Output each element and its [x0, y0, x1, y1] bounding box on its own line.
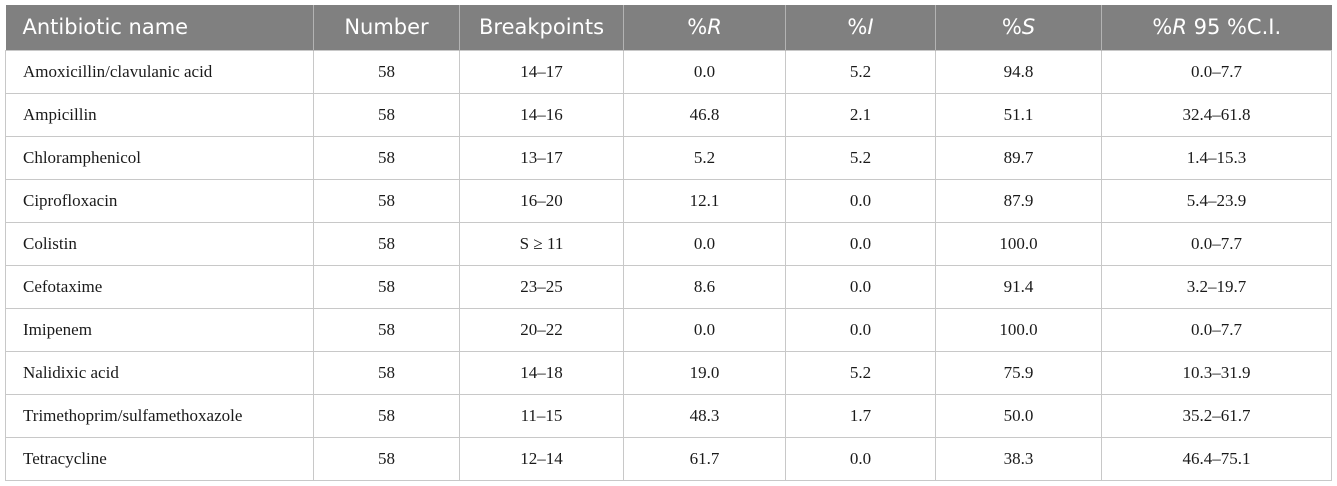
cell-percent-i: 0.0 [785, 436, 936, 481]
cell-antibiotic-name: Ampicillin [5, 92, 314, 137]
cell-percent-r-ci: 35.2–61.7 [1101, 393, 1332, 438]
cell-percent-i: 5.2 [785, 135, 936, 180]
column-header-percent-r-ci: %R 95 %C.I. [1101, 5, 1332, 50]
cell-breakpoints: 11–15 [459, 393, 624, 438]
cell-number: 58 [313, 350, 460, 395]
cell-percent-r-ci: 0.0–7.7 [1101, 49, 1332, 94]
cell-breakpoints: 20–22 [459, 307, 624, 352]
cell-percent-s: 100.0 [935, 307, 1102, 352]
cell-antibiotic-name: Cefotaxime [5, 264, 314, 309]
cell-breakpoints: S ≥ 11 [459, 221, 624, 266]
cell-percent-r-ci: 0.0–7.7 [1101, 307, 1332, 352]
cell-breakpoints: 12–14 [459, 436, 624, 481]
cell-breakpoints: 14–16 [459, 92, 624, 137]
cell-percent-r: 61.7 [623, 436, 786, 481]
cell-percent-i: 5.2 [785, 350, 936, 395]
cell-percent-r: 12.1 [623, 178, 786, 223]
cell-number: 58 [313, 436, 460, 481]
cell-percent-i: 0.0 [785, 178, 936, 223]
cell-percent-i: 1.7 [785, 393, 936, 438]
cell-percent-r: 48.3 [623, 393, 786, 438]
cell-antibiotic-name: Colistin [5, 221, 314, 266]
cell-percent-r-ci: 3.2–19.7 [1101, 264, 1332, 309]
cell-breakpoints: 23–25 [459, 264, 624, 309]
cell-antibiotic-name: Imipenem [5, 307, 314, 352]
cell-percent-i: 0.0 [785, 264, 936, 309]
table-row: Imipenem 58 20–22 0.0 0.0 100.0 0.0–7.7 [5, 307, 1332, 352]
table-row: Chloramphenicol 58 13–17 5.2 5.2 89.7 1.4–15.3 [5, 135, 1332, 180]
cell-number: 58 [313, 307, 460, 352]
cell-antibiotic-name: Ciprofloxacin [5, 178, 314, 223]
table-body: Amoxicillin/clavulanic acid 58 14–17 0.0 5.2… [5, 49, 1332, 481]
column-header-percent-i: %I [785, 5, 936, 50]
cell-percent-s: 38.3 [935, 436, 1102, 481]
antibiotic-resistance-table: Antibiotic name Number Breakpoints %R %I… [5, 5, 1332, 481]
cell-antibiotic-name: Nalidixic acid [5, 350, 314, 395]
cell-number: 58 [313, 92, 460, 137]
table-row: Nalidixic acid 58 14–18 19.0 5.2 75.9 10.3–31.… [5, 350, 1332, 395]
table-header: Antibiotic name Number Breakpoints %R %I… [5, 5, 1332, 50]
table-row: Ampicillin 58 14–16 46.8 2.1 51.1 32.4–61.8 [5, 92, 1332, 137]
cell-antibiotic-name: Amoxicillin/clavulanic acid [5, 49, 314, 94]
cell-antibiotic-name: Trimethoprim/sulfamethoxazole [5, 393, 314, 438]
cell-percent-i: 0.0 [785, 307, 936, 352]
cell-number: 58 [313, 49, 460, 94]
table-row: Colistin 58 S ≥ 11 0.0 0.0 100.0 0.0–7.7 [5, 221, 1332, 266]
cell-percent-i: 5.2 [785, 49, 936, 94]
cell-percent-r-ci: 5.4–23.9 [1101, 178, 1332, 223]
cell-percent-r-ci: 0.0–7.7 [1101, 221, 1332, 266]
cell-percent-s: 50.0 [935, 393, 1102, 438]
cell-number: 58 [313, 135, 460, 180]
column-header-percent-s: %S [935, 5, 1102, 50]
column-header-number: Number [313, 5, 460, 50]
cell-percent-r: 0.0 [623, 307, 786, 352]
cell-breakpoints: 13–17 [459, 135, 624, 180]
cell-percent-r: 0.0 [623, 49, 786, 94]
cell-percent-r-ci: 32.4–61.8 [1101, 92, 1332, 137]
cell-percent-i: 2.1 [785, 92, 936, 137]
cell-percent-s: 51.1 [935, 92, 1102, 137]
cell-percent-s: 91.4 [935, 264, 1102, 309]
table-row: Trimethoprim/sulfamethoxazole 58 11–15 48.3… [5, 393, 1332, 438]
cell-percent-r-ci: 46.4–75.1 [1101, 436, 1332, 481]
table-row: Cefotaxime 58 23–25 8.6 0.0 91.4 3.2–19.7 [5, 264, 1332, 309]
column-header-percent-r: %R [623, 5, 786, 50]
cell-percent-r: 5.2 [623, 135, 786, 180]
cell-percent-r: 0.0 [623, 221, 786, 266]
cell-breakpoints: 16–20 [459, 178, 624, 223]
cell-breakpoints: 14–17 [459, 49, 624, 94]
cell-percent-r: 8.6 [623, 264, 786, 309]
cell-percent-r-ci: 1.4–15.3 [1101, 135, 1332, 180]
cell-percent-r: 46.8 [623, 92, 786, 137]
table-row: Tetracycline 58 12–14 61.7 0.0 38.3 46.4–75.1 [5, 436, 1332, 481]
cell-number: 58 [313, 264, 460, 309]
cell-percent-s: 100.0 [935, 221, 1102, 266]
cell-percent-r-ci: 10.3–31.9 [1101, 350, 1332, 395]
cell-number: 58 [313, 178, 460, 223]
cell-percent-s: 75.9 [935, 350, 1102, 395]
table-row: Ciprofloxacin 58 16–20 12.1 0.0 87.9 5.4–23.9 [5, 178, 1332, 223]
cell-number: 58 [313, 393, 460, 438]
cell-antibiotic-name: Tetracycline [5, 436, 314, 481]
cell-antibiotic-name: Chloramphenicol [5, 135, 314, 180]
cell-percent-s: 94.8 [935, 49, 1102, 94]
cell-percent-s: 89.7 [935, 135, 1102, 180]
table-row: Amoxicillin/clavulanic acid 58 14–17 0.0 5.2… [5, 49, 1332, 94]
column-header-antibiotic-name: Antibiotic name [22, 15, 189, 40]
cell-number: 58 [313, 221, 460, 266]
cell-percent-s: 87.9 [935, 178, 1102, 223]
cell-percent-i: 0.0 [785, 221, 936, 266]
cell-percent-r: 19.0 [623, 350, 786, 395]
column-header-breakpoints: Breakpoints [459, 5, 624, 50]
header-row: Antibiotic name Number Breakpoints %R %I… [5, 5, 1332, 50]
cell-breakpoints: 14–18 [459, 350, 624, 395]
